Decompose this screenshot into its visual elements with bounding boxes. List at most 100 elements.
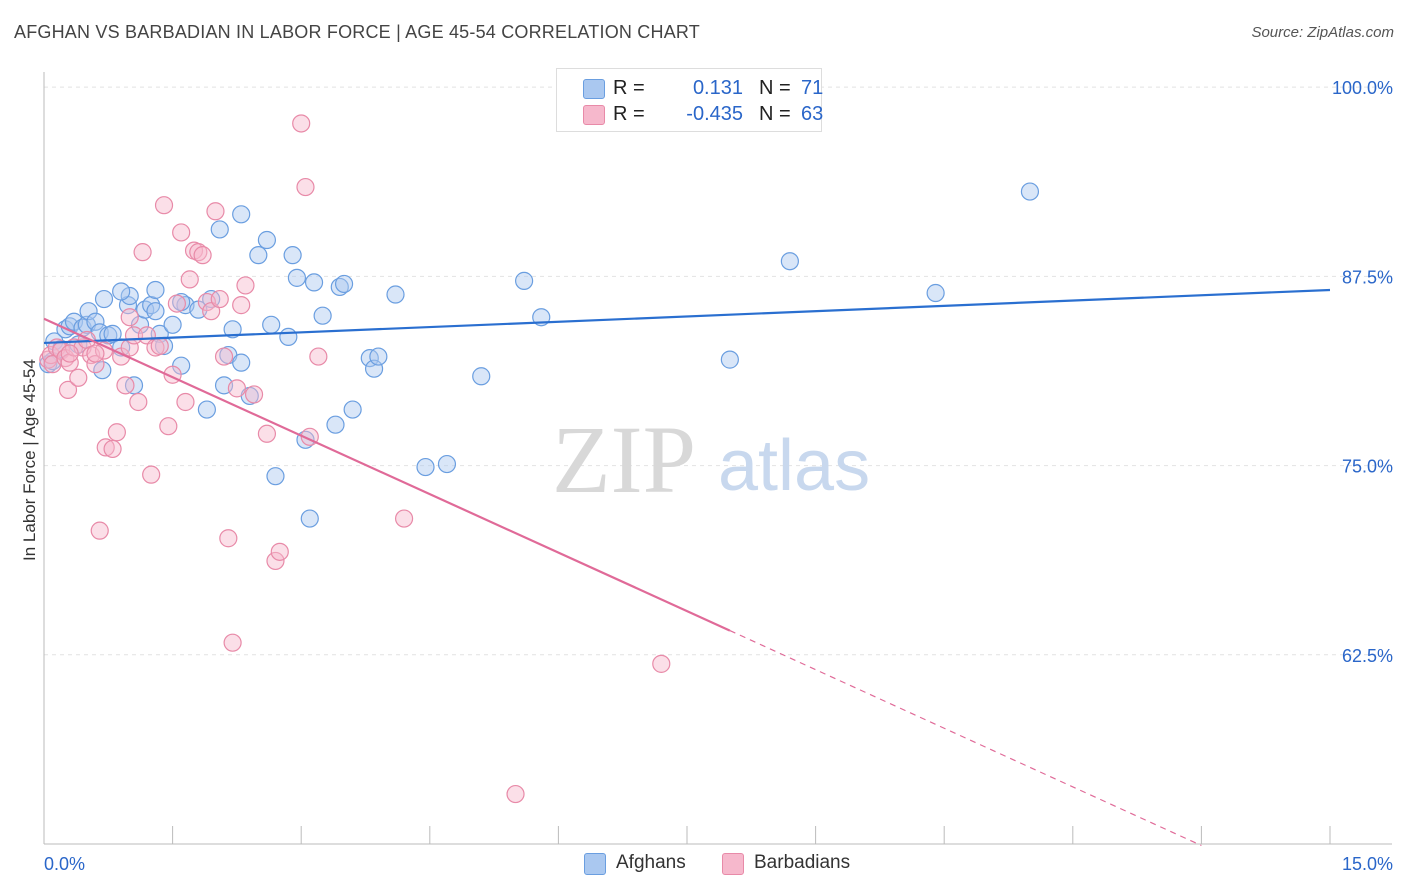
barbadians-point [227, 379, 246, 398]
watermark-atlas: atlas [718, 426, 870, 506]
barbadians-point [270, 542, 289, 561]
barbadians-point [193, 246, 212, 265]
afghans-point [780, 252, 799, 271]
afghans-point [283, 246, 302, 265]
barbadians-point [232, 296, 251, 315]
barbadians-point [142, 465, 161, 484]
barbadians-point [133, 243, 152, 262]
barbadians-point [296, 177, 315, 197]
afghans-point [249, 246, 268, 265]
barbadians-swatch [583, 105, 605, 125]
afghans-point [232, 205, 251, 224]
barbadians-point [150, 336, 169, 356]
barbadians-trend-line [43, 317, 731, 632]
r-label: R = [613, 103, 645, 125]
afghans-point [279, 327, 298, 347]
afghans-point [472, 367, 491, 386]
barbadians-point [266, 551, 285, 571]
barbadians-point [309, 347, 328, 366]
afghans-legend-swatch [584, 853, 606, 875]
gridlines [44, 86, 1392, 656]
afghans-point [163, 315, 182, 334]
afghans-point [93, 361, 112, 380]
y-tick-label: 100.0% [1332, 78, 1393, 98]
y-tick-label: 62.5% [1342, 646, 1393, 666]
afghans-point [120, 286, 139, 306]
barbadians-legend-label: Barbadians [754, 852, 851, 873]
barbadians-point [116, 376, 135, 395]
barbadians-point [214, 347, 234, 366]
barbadians-point [180, 270, 199, 289]
y-tick-label: 75.0% [1342, 457, 1393, 477]
afghans-point [386, 285, 405, 304]
barbadians-point [86, 344, 105, 363]
afghans-point [257, 230, 277, 250]
afghans-trend-line [43, 288, 1331, 345]
afghans-point [287, 268, 307, 287]
barbadians-point [90, 521, 109, 540]
afghans-legend-label: Afghans [616, 852, 686, 873]
afghans-swatch [583, 79, 605, 99]
stats-legend: R = 0.131 N = 71 R = -0.435 N = 63 [556, 68, 824, 132]
barbadians-point [58, 380, 78, 399]
n-label: N = [759, 77, 791, 99]
afghans-point [300, 509, 319, 528]
afghans-point [146, 302, 165, 321]
barbadians-point [167, 294, 186, 313]
afghans-point [926, 283, 945, 303]
afghans-point [343, 400, 362, 419]
afghans-point [266, 467, 285, 486]
barbadians-point [206, 202, 225, 221]
barbadians-point [244, 385, 264, 404]
source-label: Source: ZipAtlas.com [1251, 24, 1394, 41]
afghans-point [79, 302, 98, 321]
barbadians-point [159, 417, 178, 436]
afghans-point [1020, 182, 1040, 201]
axes [43, 72, 1392, 845]
barbadians-point [223, 633, 242, 652]
afghans-point [103, 324, 122, 343]
r-value: -0.435 [686, 103, 743, 125]
barbadians-point [154, 196, 174, 215]
n-value: 71 [801, 77, 824, 99]
barbadians-point [172, 223, 191, 242]
barbadians-point [60, 344, 79, 363]
x-tick-label-min: 0.0% [44, 854, 85, 874]
watermark: ZIP atlas [552, 406, 870, 513]
tick-labels: 62.5% 75.0% 87.5% 100.0% 0.0% 15.0% [44, 78, 1393, 874]
watermark-zip: ZIP [552, 406, 696, 513]
afghans-point [304, 273, 324, 292]
barbadians-point [210, 289, 229, 309]
chart-title: AFGHAN VS BARBADIAN IN LABOR FORCE | AGE… [14, 22, 700, 42]
barbadians-trend-extension [729, 630, 1202, 847]
barbadians-legend-swatch [722, 853, 744, 875]
afghans-point [515, 271, 534, 290]
barbadians-point [120, 308, 139, 327]
r-value: 0.131 [692, 77, 743, 99]
barbadians-points [39, 114, 671, 804]
barbadians-point [129, 392, 148, 412]
afghans-point [86, 312, 105, 331]
afghans-point [112, 282, 131, 301]
afghans-point [334, 274, 354, 294]
barbadians-point [506, 784, 525, 804]
barbadians-point [69, 368, 88, 387]
afghans-point [197, 400, 216, 419]
r-label: R = [613, 77, 645, 99]
afghans-point [313, 306, 332, 325]
afghans-point [364, 359, 384, 378]
barbadians-point [107, 423, 126, 442]
barbadians-point [176, 392, 195, 412]
barbadians-point [236, 276, 255, 295]
barbadians-point [96, 438, 115, 457]
y-tick-label: 87.5% [1342, 267, 1393, 287]
barbadians-point [394, 509, 414, 528]
afghans-point [146, 280, 165, 300]
afghans-point [437, 454, 457, 474]
afghans-point [326, 415, 345, 434]
afghans-point [210, 220, 229, 239]
x-tick-label-max: 15.0% [1342, 854, 1393, 874]
afghans-point [720, 350, 739, 369]
trend-lines [43, 288, 1331, 847]
